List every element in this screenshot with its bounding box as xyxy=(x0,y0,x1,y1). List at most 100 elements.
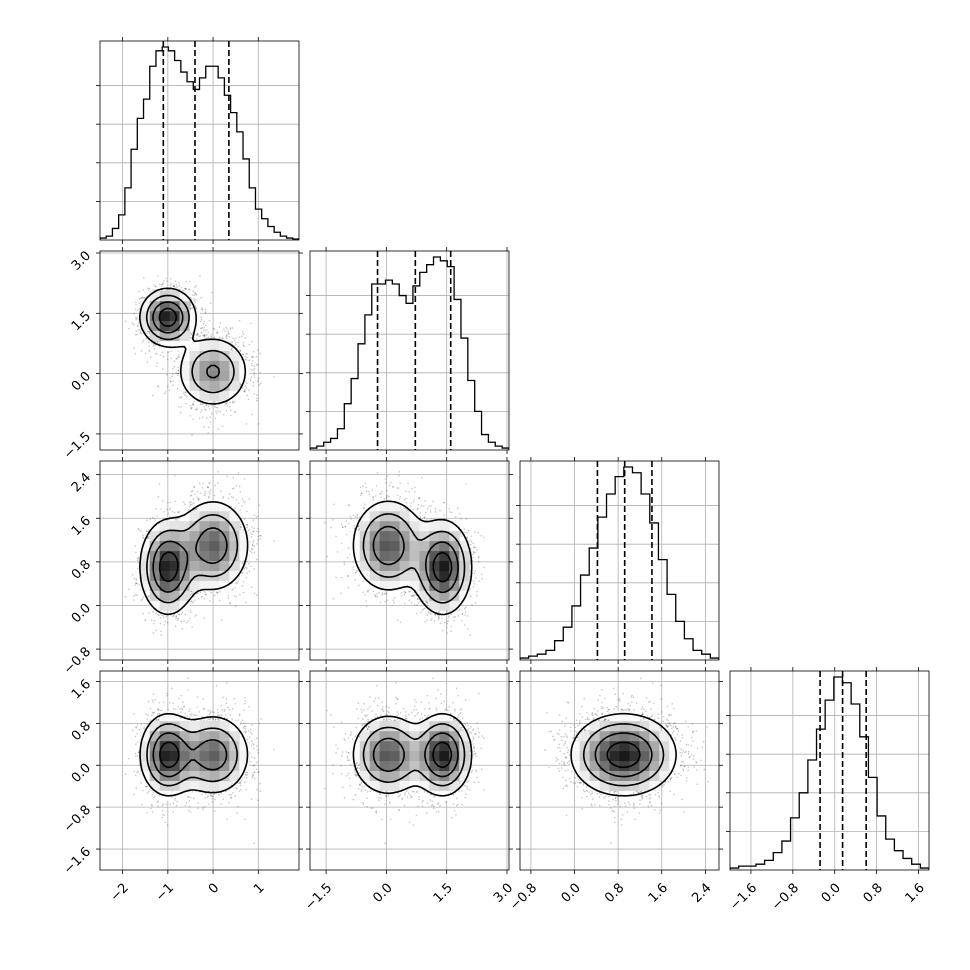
scatter-point xyxy=(184,287,187,290)
scatter-point xyxy=(191,307,194,310)
scatter-point xyxy=(128,327,130,330)
scatter-point xyxy=(213,336,216,339)
density-cell xyxy=(179,340,191,351)
scatter-point xyxy=(190,297,193,300)
scatter-point xyxy=(160,630,162,632)
scatter-point xyxy=(202,334,205,336)
scatter-point xyxy=(233,487,235,489)
scatter-point xyxy=(219,322,222,324)
scatter-point xyxy=(208,490,211,493)
scatter-point xyxy=(203,334,206,337)
density-cell xyxy=(179,370,191,381)
scatter-point xyxy=(174,518,177,521)
scatter-point xyxy=(258,504,261,507)
scatter-point xyxy=(154,285,157,288)
scatter-point xyxy=(177,372,180,375)
density-cell xyxy=(209,390,220,401)
scatter-point xyxy=(229,401,232,404)
scatter-point xyxy=(196,338,198,340)
contour-line xyxy=(158,307,178,327)
scatter-point xyxy=(155,353,157,355)
scatter-point xyxy=(136,324,139,326)
scatter-point xyxy=(157,385,159,387)
scatter-point xyxy=(144,352,147,355)
scatter-point xyxy=(247,398,250,401)
scatter-point xyxy=(142,297,145,299)
scatter-panel: −0.80.00.81.62.4 xyxy=(61,457,303,677)
scatter-point xyxy=(235,337,237,339)
scatter-point xyxy=(207,405,210,408)
scatter-point xyxy=(251,548,253,551)
scatter-point xyxy=(225,402,227,404)
scatter-point xyxy=(179,411,182,414)
scatter-point xyxy=(203,425,205,428)
scatter-point xyxy=(133,347,135,350)
scatter-point xyxy=(156,341,158,343)
scatter-point xyxy=(152,289,155,291)
scatter-point xyxy=(244,355,247,358)
scatter-point xyxy=(227,332,230,335)
scatter-point xyxy=(209,489,212,491)
scatter-point xyxy=(233,339,236,341)
scatter-point xyxy=(135,582,137,584)
scatter-point xyxy=(203,405,206,408)
density-cell xyxy=(159,300,171,312)
scatter-point xyxy=(153,284,155,286)
scatter-point xyxy=(253,374,256,376)
scatter-point xyxy=(244,389,246,391)
scatter-point xyxy=(136,333,138,336)
axes-frame xyxy=(309,250,510,451)
scatter-point xyxy=(252,385,255,387)
scatter-point xyxy=(154,285,157,288)
density-cell xyxy=(199,370,210,381)
scatter-point xyxy=(176,374,179,377)
scatter-point xyxy=(141,296,144,298)
scatter-point xyxy=(192,290,194,293)
scatter-point xyxy=(183,501,185,503)
scatter-point xyxy=(244,385,247,387)
density-cell xyxy=(149,330,161,342)
scatter-point xyxy=(211,291,213,294)
density-cell xyxy=(199,390,210,401)
scatter-point xyxy=(232,496,235,499)
scatter-point xyxy=(148,349,150,351)
density-cell xyxy=(169,320,181,332)
scatter-point xyxy=(200,316,203,318)
scatter-point xyxy=(204,330,207,332)
scatter-point xyxy=(173,284,175,287)
scatter-point xyxy=(192,418,194,420)
scatter-point xyxy=(233,401,235,403)
scatter-point xyxy=(259,352,262,355)
scatter-point xyxy=(173,474,176,477)
density-cell xyxy=(229,370,240,381)
scatter-point xyxy=(255,516,258,518)
scatter-point xyxy=(243,518,246,520)
scatter-point xyxy=(227,595,230,597)
scatter-point xyxy=(160,285,163,287)
scatter-point xyxy=(230,505,232,507)
scatter-point xyxy=(169,277,172,280)
scatter-point xyxy=(175,283,177,286)
density-cell xyxy=(139,320,151,332)
scatter-point xyxy=(166,385,169,388)
scatter-point xyxy=(226,328,228,331)
scatter-point xyxy=(216,406,219,409)
scatter-point xyxy=(180,397,182,399)
scatter-point xyxy=(250,526,253,528)
density-cell xyxy=(179,310,191,322)
scatter-point xyxy=(185,287,187,290)
scatter-point xyxy=(169,380,172,383)
scatter-point xyxy=(161,351,164,354)
scatter-point xyxy=(204,335,206,337)
scatter-point xyxy=(234,507,237,509)
scatter-point xyxy=(200,318,203,321)
scatter-point xyxy=(169,284,172,286)
scatter-point xyxy=(191,592,193,595)
scatter-point xyxy=(174,625,177,628)
scatter-point xyxy=(189,304,192,307)
scatter-point xyxy=(203,336,206,338)
scatter-point xyxy=(159,354,162,357)
scatter-point xyxy=(245,386,248,389)
scatter-point xyxy=(176,358,178,360)
scatter-point xyxy=(159,283,161,286)
